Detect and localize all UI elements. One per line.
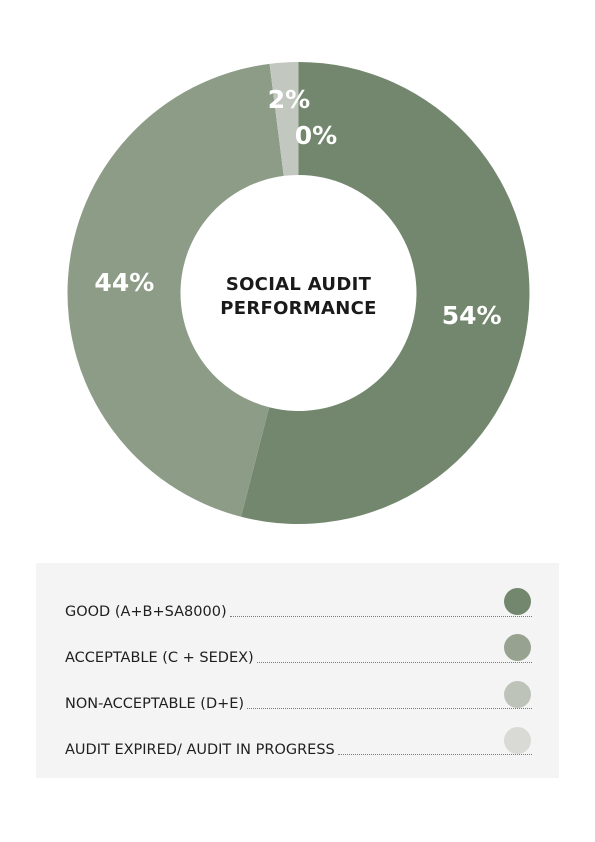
legend-swatch-acceptable <box>504 634 531 661</box>
donut-chart: 54% 44% 2% 0% SOCIAL AUDIT PERFORMANCE <box>67 62 530 524</box>
legend-leader-dots <box>337 754 532 755</box>
legend-swatch-audit-expired <box>504 727 531 754</box>
slice-2 <box>269 62 299 176</box>
slice-labels-layer: 54% 44% 2% 0% <box>94 85 501 330</box>
legend-item-acceptable: ACCEPTABLE (C + SEDEX) <box>65 643 532 667</box>
chart-title-line-1: SOCIAL AUDIT <box>226 274 372 295</box>
donut-chart-svg: 54% 44% 2% 0% SOCIAL AUDIT PERFORMANCE <box>67 62 530 524</box>
slice-label-3: 0% <box>295 121 337 150</box>
legend-panel: GOOD (A+B+SA8000) ACCEPTABLE (C + SEDEX)… <box>36 563 559 778</box>
legend-item-non-acceptable: NON-ACCEPTABLE (D+E) <box>65 689 532 713</box>
legend-leader-dots <box>256 662 532 663</box>
legend-leader-dots <box>229 616 532 617</box>
slice-label-1: 44% <box>94 268 154 297</box>
legend-label: GOOD (A+B+SA8000) <box>65 604 227 620</box>
legend-leader-dots <box>247 708 532 709</box>
slices-layer <box>67 62 530 524</box>
slice-label-0: 54% <box>442 301 502 330</box>
legend-item-audit-expired: AUDIT EXPIRED/ AUDIT IN PROGRESS <box>65 735 532 759</box>
legend-swatch-good <box>504 588 531 615</box>
legend-label: ACCEPTABLE (C + SEDEX) <box>65 650 254 666</box>
legend-label: NON-ACCEPTABLE (D+E) <box>65 696 245 712</box>
legend-item-good: GOOD (A+B+SA8000) <box>65 597 532 621</box>
legend-swatch-non-acceptable <box>504 681 531 708</box>
chart-title-line-2: PERFORMANCE <box>220 298 377 319</box>
slice-0 <box>241 62 530 524</box>
legend-label: AUDIT EXPIRED/ AUDIT IN PROGRESS <box>65 742 335 758</box>
slice-1 <box>67 63 284 517</box>
slice-label-2: 2% <box>268 85 310 114</box>
